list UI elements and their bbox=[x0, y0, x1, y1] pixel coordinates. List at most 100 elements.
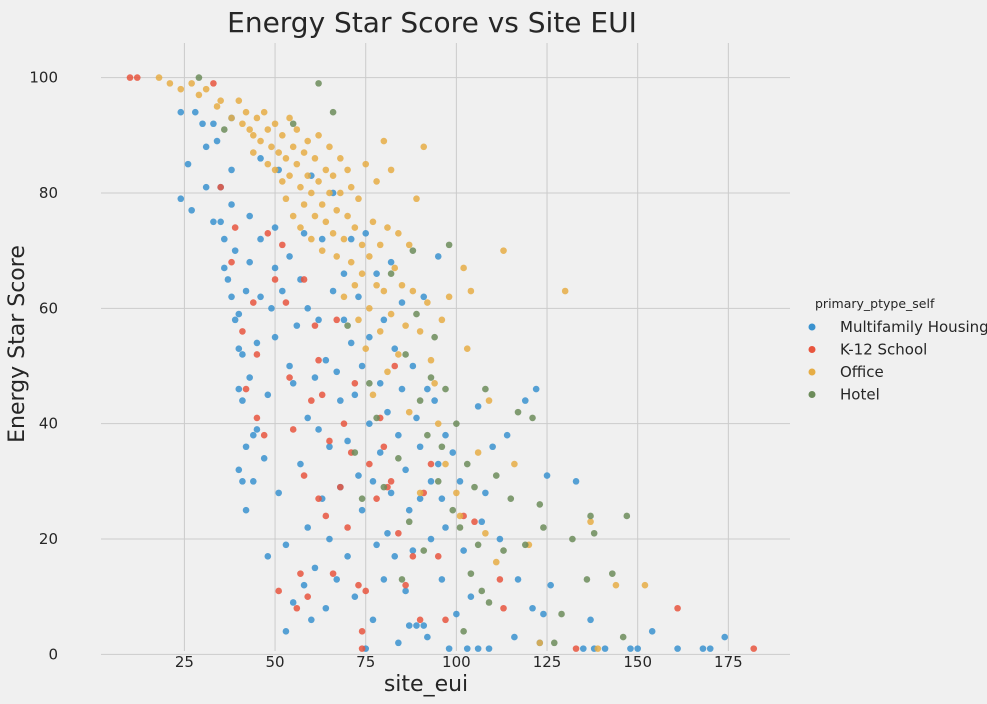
office-point bbox=[500, 247, 507, 254]
x-tick-labels: 25 50 75 100 125 150 175 bbox=[175, 653, 743, 671]
multifamily-housing-point bbox=[271, 224, 279, 231]
office-point bbox=[188, 80, 195, 87]
multifamily-housing-point bbox=[282, 628, 290, 635]
office-point bbox=[395, 230, 402, 237]
office-point bbox=[511, 460, 518, 468]
office-point bbox=[264, 126, 272, 133]
multifamily-housing-point bbox=[674, 645, 681, 652]
k-12-school-point bbox=[275, 587, 282, 595]
multifamily-housing-point bbox=[398, 385, 406, 393]
multifamily-housing-point bbox=[210, 120, 217, 128]
office-point bbox=[351, 281, 359, 289]
multifamily-housing-point bbox=[235, 385, 243, 393]
multifamily-housing-point bbox=[434, 253, 442, 260]
hotel-point bbox=[434, 478, 442, 485]
office-point bbox=[373, 178, 380, 185]
multifamily-housing-point bbox=[210, 218, 217, 226]
hotel-point bbox=[351, 449, 359, 456]
multifamily-housing-point bbox=[246, 374, 253, 381]
office-point bbox=[380, 287, 388, 295]
k-12-school-point bbox=[253, 351, 261, 358]
multifamily-housing-point bbox=[318, 235, 326, 243]
multifamily-housing-point bbox=[333, 576, 341, 583]
office-point bbox=[492, 558, 500, 566]
multifamily-housing-point bbox=[489, 443, 496, 451]
hotel-point bbox=[623, 512, 631, 520]
multifamily-housing-point bbox=[503, 431, 511, 439]
multifamily-housing-point bbox=[275, 489, 282, 497]
multifamily-housing-point bbox=[391, 345, 399, 352]
multifamily-housing-point bbox=[540, 610, 547, 618]
multifamily-housing-point bbox=[311, 374, 319, 381]
multifamily-housing-point bbox=[395, 431, 402, 439]
multifamily-housing-point bbox=[706, 645, 714, 652]
k-12-school-point bbox=[297, 570, 304, 577]
hotel-point bbox=[424, 431, 431, 439]
legend-marker-hotel bbox=[808, 391, 816, 398]
multifamily-housing-point bbox=[347, 339, 355, 347]
k-12-school-point bbox=[210, 80, 217, 87]
office-point bbox=[166, 80, 174, 87]
office-point bbox=[271, 120, 279, 128]
multifamily-housing-point bbox=[355, 472, 362, 479]
office-point bbox=[413, 195, 420, 203]
multifamily-housing-point bbox=[340, 316, 348, 324]
multifamily-housing-point bbox=[333, 368, 341, 376]
multifamily-housing-point bbox=[413, 414, 420, 422]
k-12-school-point bbox=[133, 74, 141, 81]
office-point bbox=[405, 241, 413, 249]
office-point bbox=[308, 235, 315, 243]
office-point bbox=[286, 114, 293, 122]
office-point bbox=[536, 639, 544, 647]
multifamily-housing-point bbox=[405, 622, 413, 629]
multifamily-housing-point bbox=[235, 310, 243, 318]
office-point bbox=[431, 380, 438, 387]
office-point bbox=[217, 97, 224, 104]
office-point bbox=[300, 149, 308, 156]
office-point bbox=[561, 287, 569, 295]
office-point bbox=[594, 645, 602, 652]
multifamily-housing-point bbox=[264, 391, 272, 399]
multifamily-housing-point bbox=[474, 645, 482, 652]
k-12-school-point bbox=[315, 495, 322, 502]
k-12-school-point bbox=[329, 570, 337, 577]
office-point bbox=[445, 293, 453, 301]
k-12-school-point bbox=[300, 276, 308, 283]
multifamily-housing-point bbox=[279, 287, 286, 295]
multifamily-housing-point bbox=[409, 547, 417, 554]
multifamily-housing-point bbox=[213, 137, 221, 145]
office-point bbox=[300, 201, 308, 208]
office-point bbox=[347, 258, 355, 266]
office-point bbox=[250, 149, 257, 156]
multifamily-housing-point bbox=[362, 230, 370, 237]
x-tick-label: 150 bbox=[623, 653, 652, 671]
multifamily-housing-point bbox=[387, 489, 395, 497]
k-12-school-point bbox=[231, 224, 239, 231]
k-12-school-point bbox=[311, 322, 319, 329]
office-point bbox=[442, 460, 449, 468]
multifamily-housing-point bbox=[463, 645, 471, 652]
office-point bbox=[405, 408, 413, 416]
multifamily-housing-point bbox=[369, 478, 377, 485]
multifamily-housing-point bbox=[380, 316, 388, 324]
k-12-school-point bbox=[496, 576, 504, 583]
multifamily-housing-point bbox=[235, 466, 243, 474]
hotel-point bbox=[460, 628, 467, 635]
k-12-school-point bbox=[304, 593, 312, 601]
multifamily-housing-point bbox=[224, 276, 232, 283]
multifamily-housing-point bbox=[239, 478, 246, 485]
multifamily-housing-point bbox=[315, 316, 322, 324]
office-point bbox=[286, 172, 293, 179]
k-12-school-point bbox=[355, 581, 362, 589]
multifamily-housing-point bbox=[384, 529, 391, 537]
hotel-point bbox=[358, 495, 366, 502]
hotel-point bbox=[413, 310, 420, 318]
multifamily-housing-point bbox=[514, 576, 522, 583]
office-point bbox=[246, 126, 253, 133]
office-point bbox=[358, 270, 366, 278]
k-12-school-point bbox=[351, 380, 359, 387]
multifamily-housing-point bbox=[634, 645, 641, 652]
k-12-school-point bbox=[402, 581, 409, 589]
office-point bbox=[463, 345, 471, 352]
y-tick-labels: 0 20 40 60 80 100 bbox=[29, 69, 58, 664]
